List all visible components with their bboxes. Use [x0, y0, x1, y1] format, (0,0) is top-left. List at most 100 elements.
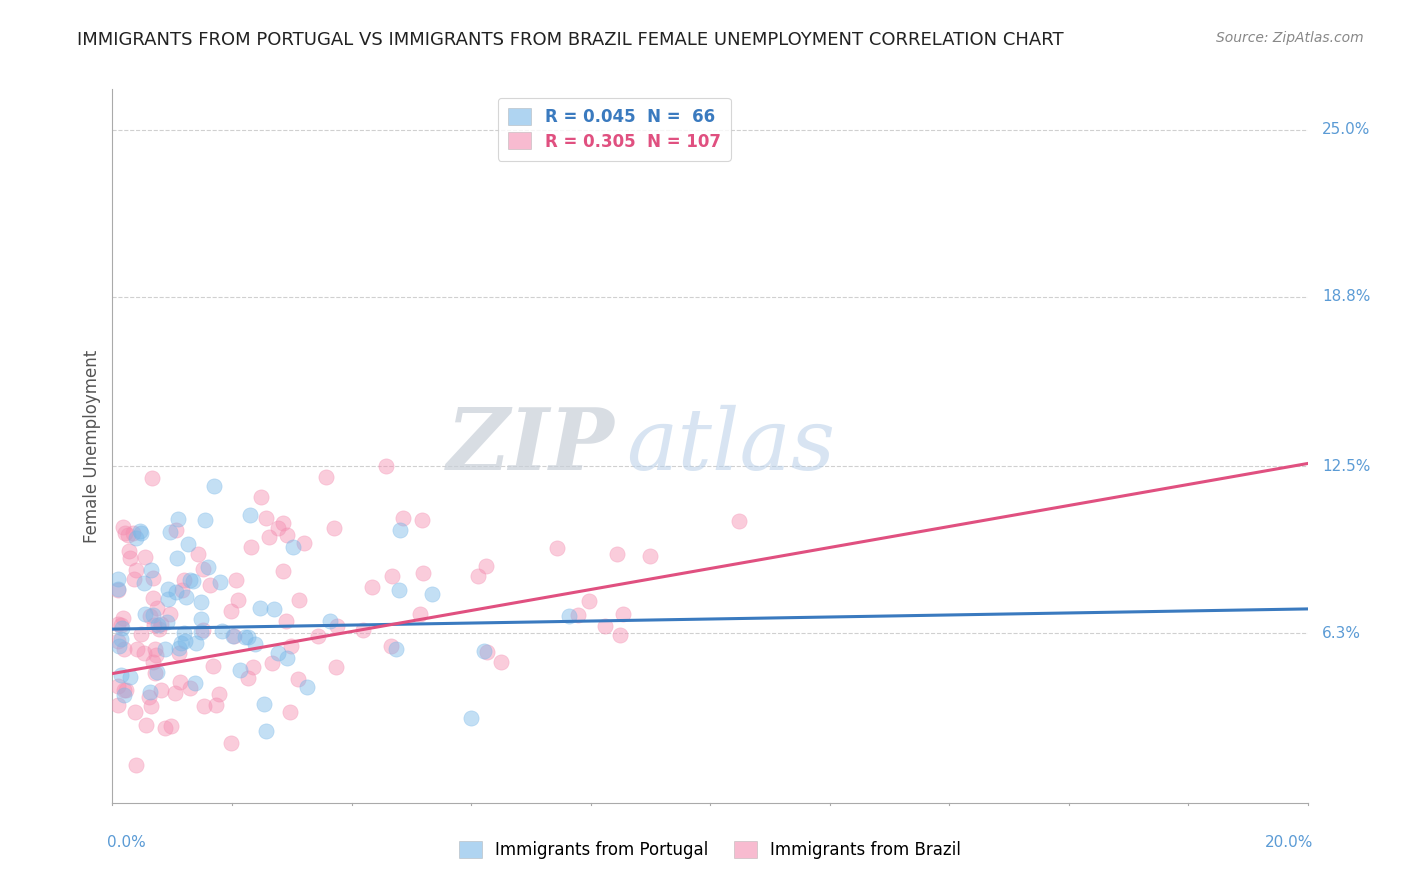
Point	[283, 540, 305, 554]
Point	[167, 646, 190, 660]
Point	[125, 757, 148, 772]
Point	[307, 629, 329, 643]
Point	[110, 618, 132, 632]
Point	[609, 628, 631, 642]
Point	[412, 566, 434, 581]
Point	[422, 587, 444, 601]
Point	[190, 595, 212, 609]
Point	[187, 547, 209, 561]
Point	[179, 681, 201, 695]
Point	[169, 675, 191, 690]
Text: 20.0%: 20.0%	[1265, 835, 1313, 850]
Point	[110, 632, 132, 647]
Legend: Immigrants from Portugal, Immigrants from Brazil: Immigrants from Portugal, Immigrants fro…	[453, 834, 967, 866]
Point	[295, 680, 318, 694]
Point	[148, 622, 170, 636]
Text: IMMIGRANTS FROM PORTUGAL VS IMMIGRANTS FROM BRAZIL FEMALE UNEMPLOYMENT CORRELATI: IMMIGRANTS FROM PORTUGAL VS IMMIGRANTS F…	[77, 31, 1064, 49]
Point	[177, 537, 200, 551]
Point	[132, 576, 155, 591]
Point	[166, 551, 188, 566]
Point	[271, 516, 294, 531]
Point	[352, 623, 374, 637]
Point	[381, 569, 404, 583]
Point	[139, 563, 162, 577]
Point	[267, 646, 290, 660]
Text: ZIP: ZIP	[447, 404, 614, 488]
Point	[145, 665, 167, 679]
Point	[388, 523, 411, 537]
Point	[165, 524, 187, 538]
Point	[118, 544, 141, 558]
Point	[567, 607, 589, 622]
Point	[242, 659, 264, 673]
Point	[262, 656, 284, 670]
Point	[225, 574, 247, 588]
Point	[139, 685, 162, 699]
Point	[141, 470, 163, 484]
Point	[472, 643, 495, 657]
Point	[638, 549, 661, 564]
Point	[146, 617, 169, 632]
Point	[612, 607, 634, 622]
Point	[160, 719, 183, 733]
Point	[107, 583, 129, 598]
Point	[276, 528, 298, 542]
Point	[219, 736, 242, 750]
Point	[118, 551, 141, 566]
Point	[110, 668, 132, 682]
Point	[474, 558, 496, 573]
Text: Source: ZipAtlas.com: Source: ZipAtlas.com	[1216, 31, 1364, 45]
Point	[142, 591, 165, 606]
Point	[190, 612, 212, 626]
Point	[107, 582, 129, 596]
Point	[172, 582, 194, 597]
Point	[546, 541, 568, 556]
Point	[134, 646, 156, 660]
Point	[191, 623, 214, 637]
Point	[131, 627, 153, 641]
Point	[280, 639, 302, 653]
Point	[135, 718, 157, 732]
Point	[111, 621, 134, 635]
Point	[204, 698, 226, 713]
Point	[211, 624, 233, 638]
Point	[190, 624, 212, 639]
Point	[165, 585, 187, 599]
Point	[326, 619, 349, 633]
Point	[240, 540, 263, 554]
Point	[226, 592, 249, 607]
Point	[179, 574, 201, 588]
Point	[107, 679, 129, 693]
Point	[114, 526, 136, 541]
Point	[388, 583, 411, 598]
Point	[578, 594, 600, 608]
Point	[222, 629, 245, 643]
Point	[128, 524, 150, 539]
Point	[491, 656, 513, 670]
Point	[145, 648, 167, 662]
Point	[287, 593, 309, 607]
Point	[276, 650, 298, 665]
Point	[411, 513, 433, 527]
Point	[219, 604, 242, 618]
Point	[208, 574, 231, 589]
Point	[139, 608, 162, 623]
Point	[125, 642, 148, 657]
Point	[236, 672, 259, 686]
Point	[254, 511, 277, 525]
Point	[142, 655, 165, 669]
Point	[125, 531, 148, 545]
Point	[238, 630, 260, 644]
Y-axis label: Female Unemployment: Female Unemployment	[83, 350, 101, 542]
Point	[193, 699, 215, 714]
Point	[122, 525, 145, 540]
Point	[107, 616, 129, 631]
Point	[149, 683, 172, 698]
Point	[595, 619, 617, 633]
Point	[208, 688, 231, 702]
Point	[460, 711, 482, 725]
Point	[202, 659, 225, 673]
Point	[392, 511, 415, 525]
Point	[153, 642, 176, 657]
Point	[111, 520, 134, 534]
